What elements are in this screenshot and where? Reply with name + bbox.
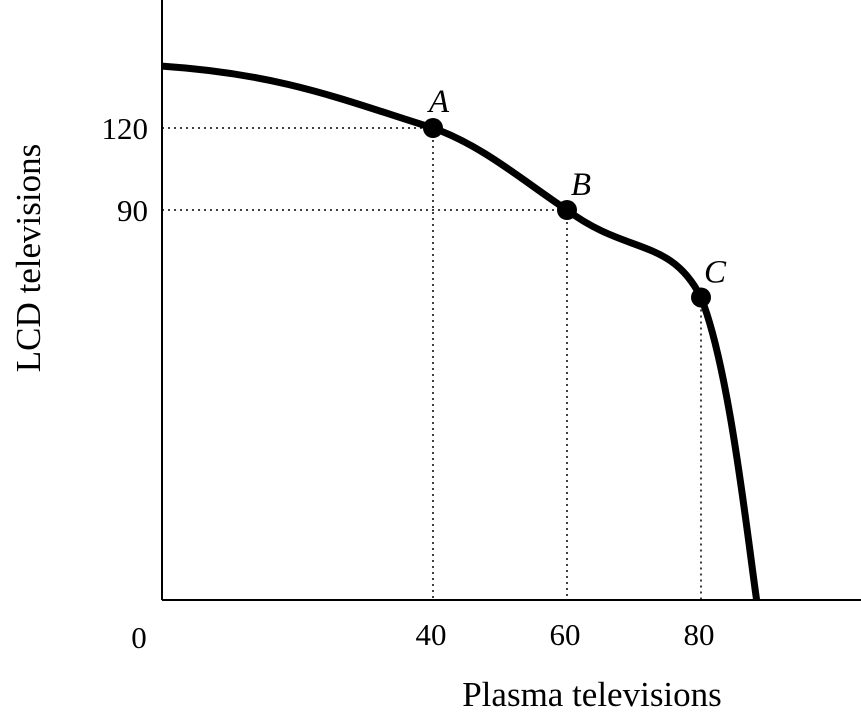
y-tick-label: 120 xyxy=(102,111,149,146)
data-points: A B C xyxy=(423,84,727,308)
ppf-curve xyxy=(161,62,761,601)
point-label-c: C xyxy=(704,254,727,290)
point-a xyxy=(423,118,443,138)
origin-label: 0 xyxy=(131,620,147,655)
x-tick-label: 40 xyxy=(416,617,447,652)
guide-lines xyxy=(162,127,702,600)
tick-labels: 40 60 80 120 90 xyxy=(102,111,715,652)
point-b xyxy=(557,200,577,220)
y-tick-label: 90 xyxy=(117,193,148,228)
x-tick-label: 60 xyxy=(550,617,581,652)
point-label-b: B xyxy=(571,167,591,203)
x-axis-title: Plasma televisions xyxy=(462,675,722,714)
point-label-a: A xyxy=(427,84,450,120)
point-c xyxy=(691,287,711,308)
y-axis-title: LCD televisions xyxy=(9,144,48,372)
x-tick-label: 80 xyxy=(684,617,715,652)
